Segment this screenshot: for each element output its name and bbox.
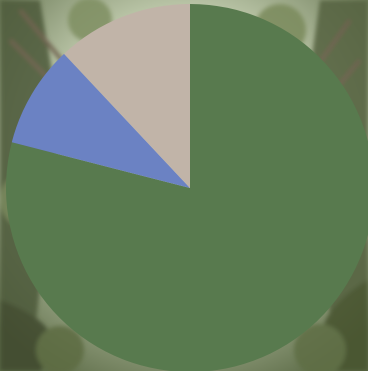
- pie-slice-2: [11, 53, 191, 189]
- pie-slice-1: [6, 4, 368, 371]
- pie-slice-3: [64, 4, 190, 188]
